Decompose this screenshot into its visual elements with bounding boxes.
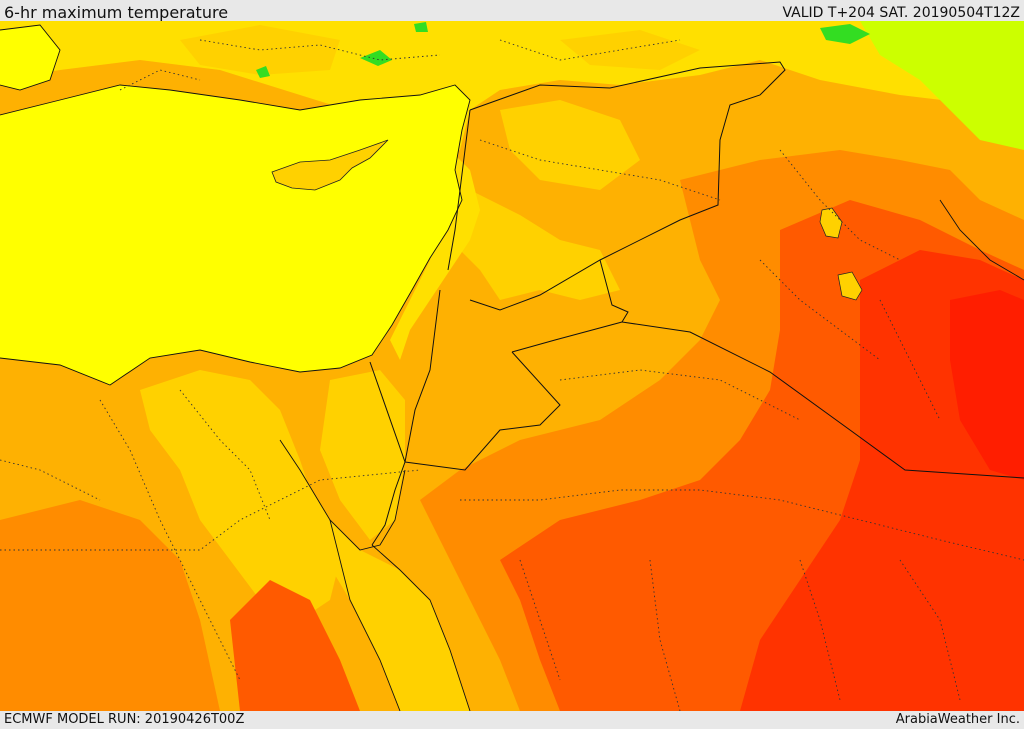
credit: ArabiaWeather Inc. xyxy=(895,712,1020,727)
province-borders xyxy=(0,39,1024,711)
model-run: ECMWF MODEL RUN: 20190426T00Z xyxy=(4,712,245,727)
zone-deep-red-kuwait xyxy=(950,290,1024,480)
lake-razazah xyxy=(837,271,863,301)
coastlines xyxy=(0,24,1024,711)
cyprus xyxy=(271,139,389,191)
zone-pale-green-north xyxy=(860,21,1024,150)
map-title: 6-hr maximum temperature xyxy=(4,3,229,22)
valid-time: VALID T+204 SAT. 20190504T12Z xyxy=(782,5,1020,21)
zone-light-orange-egypt xyxy=(140,370,340,620)
footer-bar: ECMWF MODEL RUN: 20190426T00Z ArabiaWeat… xyxy=(0,711,1024,729)
aegean-sea xyxy=(0,25,60,90)
header-bar: 6-hr maximum temperature VALID T+204 SAT… xyxy=(0,0,1024,22)
sinai-light xyxy=(320,370,405,540)
zone-red-orange-sw xyxy=(230,580,360,711)
temperature-map[interactable] xyxy=(0,21,1024,711)
red-sea-gulf xyxy=(280,440,470,711)
zone-dark-orange-egypt-south xyxy=(0,500,220,711)
zone-yellow-north-patches xyxy=(180,25,700,190)
lake-tharthar xyxy=(819,207,843,239)
zone-yellow-orange-levant xyxy=(440,180,620,300)
